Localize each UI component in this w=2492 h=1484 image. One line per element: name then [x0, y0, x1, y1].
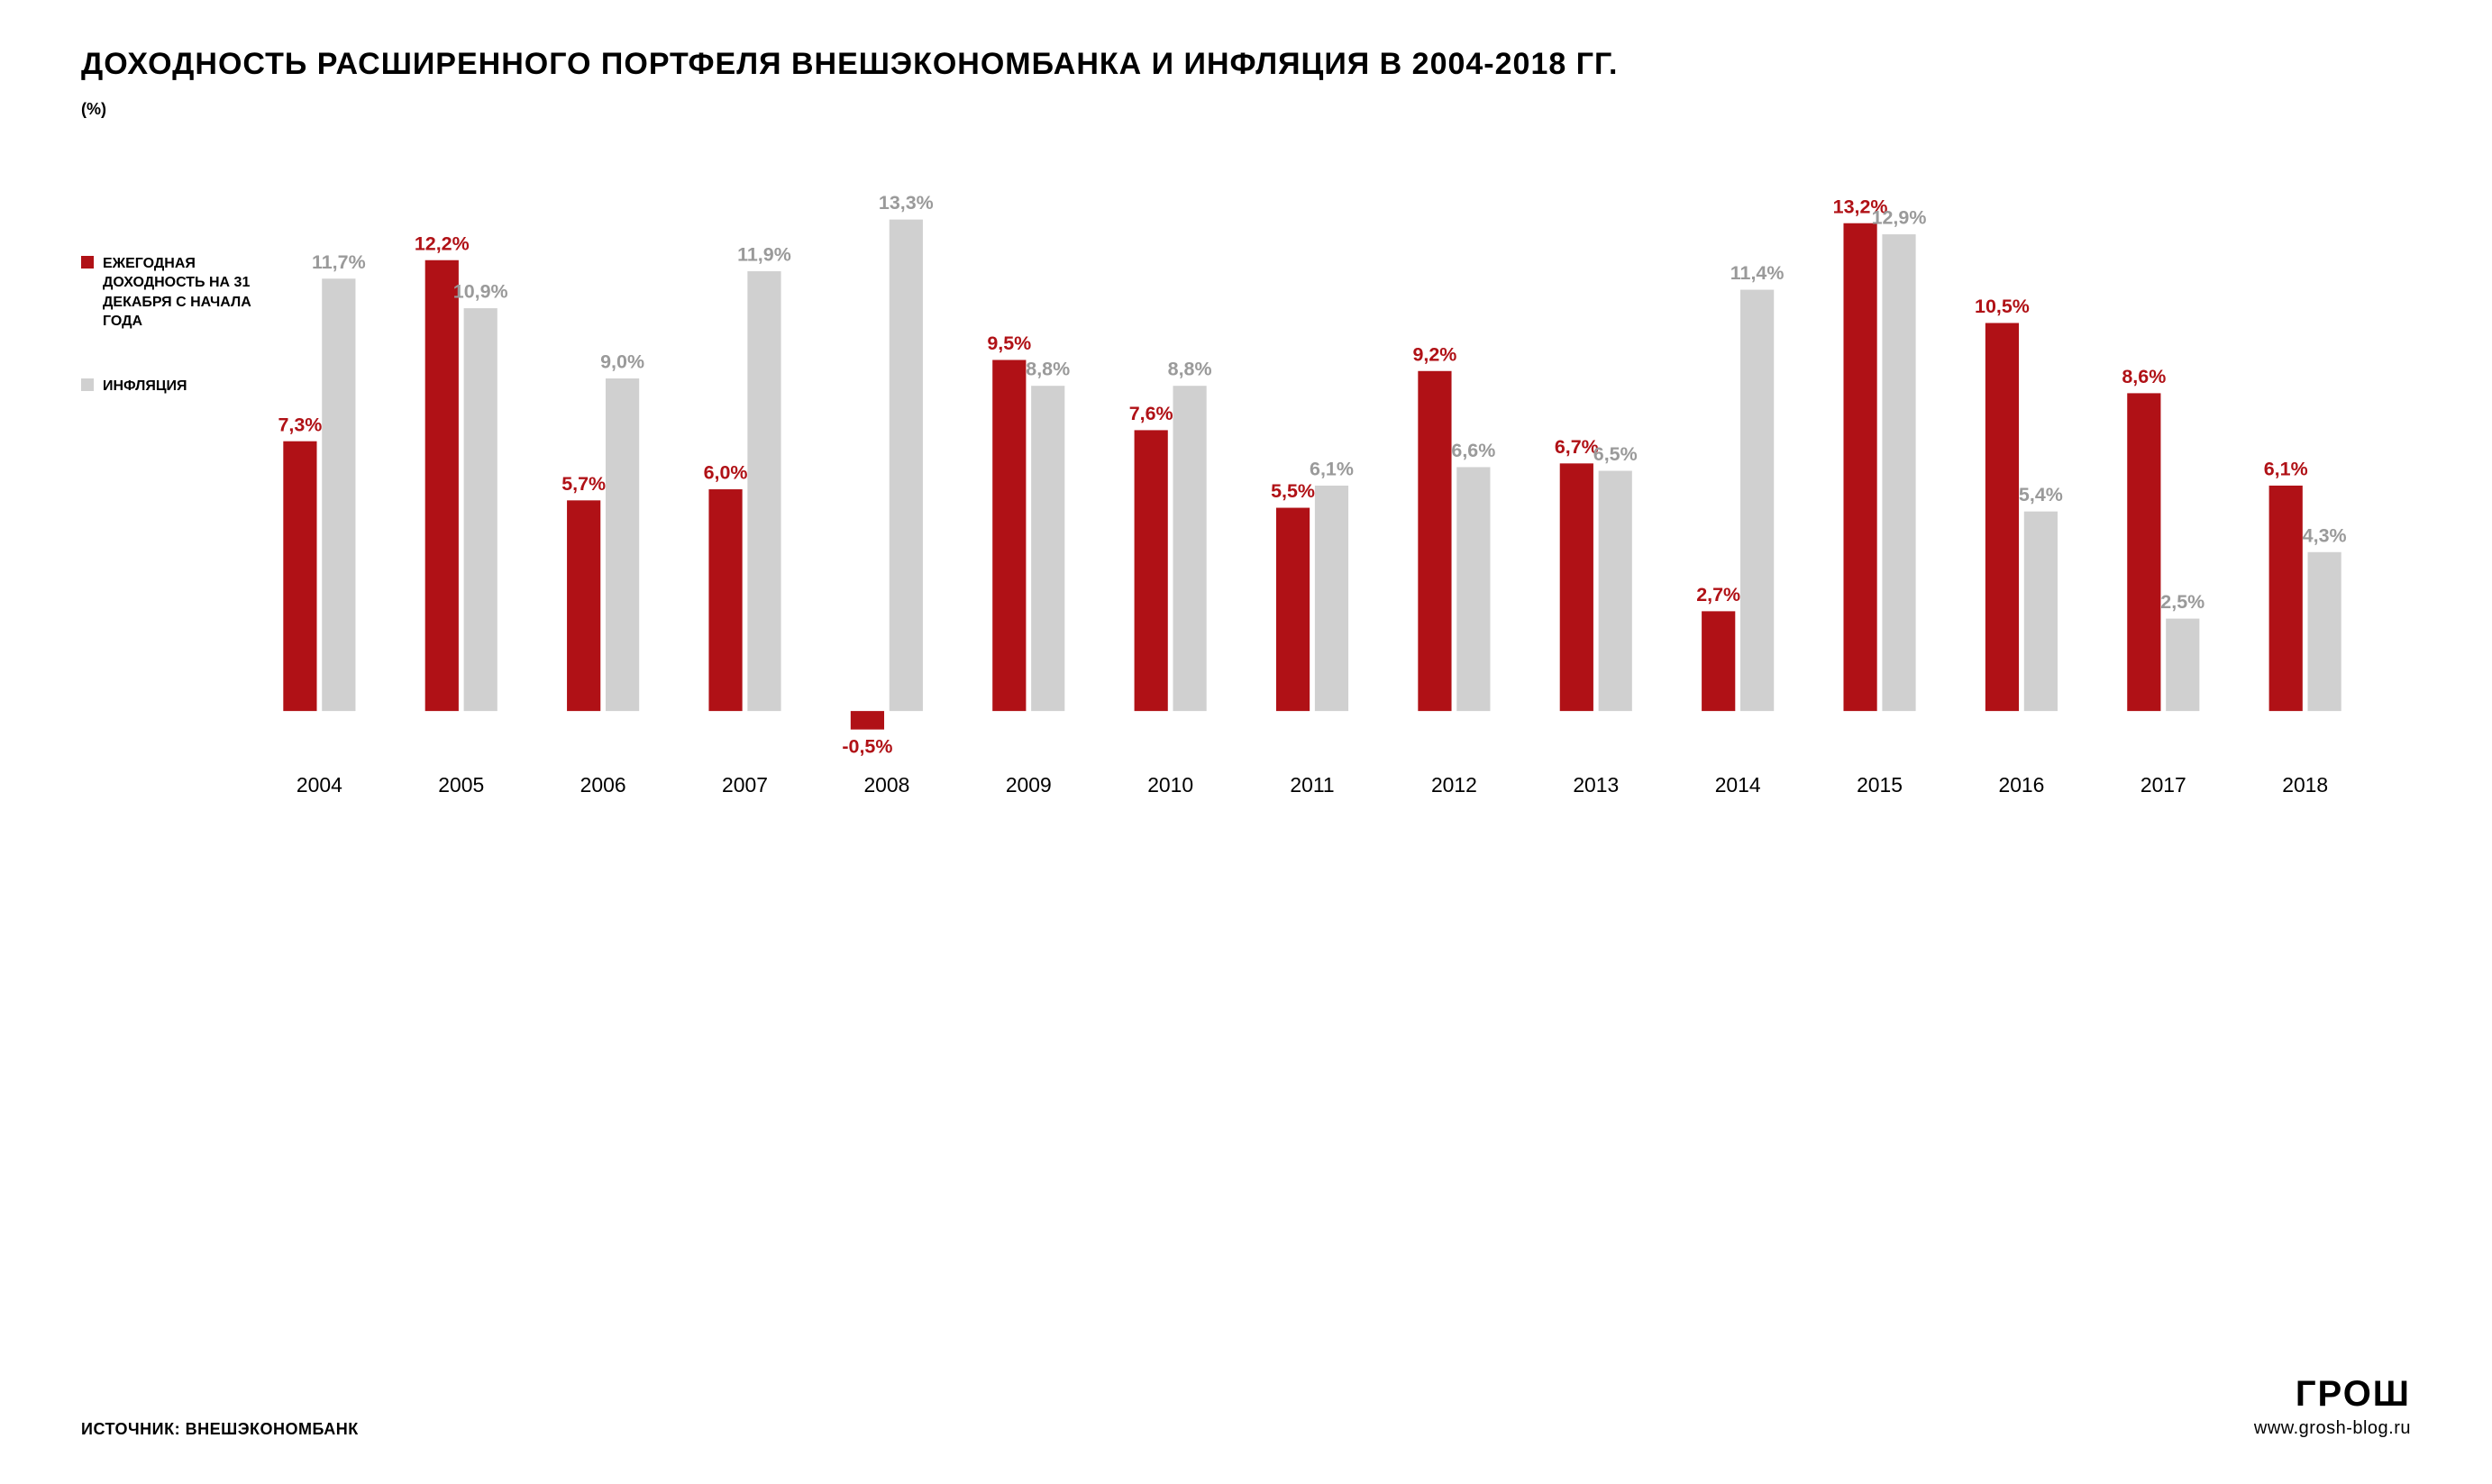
bar-value-label: 12,9% — [1872, 206, 1927, 228]
bar-value-label: 5,5% — [1271, 480, 1315, 502]
bar-yield — [1135, 430, 1168, 711]
bar-inflation — [606, 378, 639, 710]
x-axis-label: 2007 — [722, 772, 768, 796]
source-label: ИСТОЧНИК: ВНЕШЭКОНОМБАНК — [81, 1420, 359, 1439]
bar-yield — [1276, 507, 1310, 711]
legend-item: ЕЖЕГОДНАЯ ДОХОДНОСТЬ НА 31 ДЕКАБРЯ С НАЧ… — [81, 254, 270, 332]
bar-value-label: 6,0% — [704, 461, 748, 483]
bar-value-label: 7,6% — [1129, 402, 1173, 423]
bar-yield — [567, 500, 600, 711]
bar-yield — [283, 441, 316, 710]
legend-swatch — [81, 378, 94, 391]
x-axis-label: 2017 — [2141, 772, 2186, 796]
bar-inflation — [322, 278, 355, 711]
bar-inflation — [1882, 234, 1915, 711]
bar-yield — [2269, 485, 2303, 710]
x-axis-label: 2010 — [1147, 772, 1193, 796]
bar-value-label: 7,3% — [278, 414, 322, 435]
x-axis-label: 2006 — [580, 772, 626, 796]
bar-value-label: 8,8% — [1026, 358, 1070, 379]
bar-yield — [1702, 611, 1735, 711]
bar-value-label: 6,7% — [1555, 435, 1599, 457]
brand-block: ГРОШ www.grosh-blog.ru — [2254, 1374, 2411, 1439]
bar-inflation — [1173, 386, 1207, 711]
bar-value-label: 11,9% — [737, 243, 791, 265]
bar-inflation — [2024, 511, 2058, 710]
bar-value-label: 13,3% — [879, 192, 934, 214]
bar-yield — [851, 711, 884, 730]
bar-value-label: 6,6% — [1451, 439, 1495, 460]
bar-yield — [1843, 223, 1876, 710]
x-axis-label: 2011 — [1290, 772, 1334, 796]
chart-legend: ЕЖЕГОДНАЯ ДОХОДНОСТЬ НА 31 ДЕКАБРЯ С НАЧ… — [81, 155, 270, 838]
x-axis-label: 2004 — [297, 772, 342, 796]
bar-inflation — [747, 271, 780, 711]
bar-inflation — [1599, 470, 1632, 711]
bar-inflation — [1031, 386, 1064, 711]
bar-value-label: 2,5% — [2160, 591, 2204, 613]
bar-value-label: 6,1% — [1310, 458, 1354, 479]
bar-value-label: 4,3% — [2303, 524, 2347, 546]
bar-value-label: 5,4% — [2019, 484, 2063, 505]
bar-yield — [708, 489, 742, 711]
bar-value-label: -0,5% — [842, 735, 892, 757]
bar-chart: 7,3% 11,7% 2004 12,2% 10,9% 2005 5,7% 9,0% 2006 6… — [270, 155, 2411, 838]
x-axis-label: 2009 — [1006, 772, 1052, 796]
x-axis-label: 2005 — [438, 772, 484, 796]
footer: ИСТОЧНИК: ВНЕШЭКОНОМБАНК ГРОШ www.grosh-… — [81, 1374, 2411, 1439]
x-axis-label: 2014 — [1715, 772, 1761, 796]
bar-value-label: 10,5% — [1975, 296, 2030, 317]
x-axis-label: 2013 — [1573, 772, 1619, 796]
x-axis-label: 2016 — [1998, 772, 2044, 796]
bar-value-label: 11,4% — [1730, 262, 1785, 284]
chart-title: ДОХОДНОСТЬ РАСШИРЕННОГО ПОРТФЕЛЯ ВНЕШЭКО… — [81, 45, 2411, 84]
bar-value-label: 8,8% — [1168, 358, 1212, 379]
chart-plot-area: 7,3% 11,7% 2004 12,2% 10,9% 2005 5,7% 9,0% 2006 6… — [270, 155, 2411, 838]
bar-value-label: 6,1% — [2264, 458, 2308, 479]
legend-label: ИНФЛЯЦИЯ — [103, 377, 187, 396]
bar-inflation — [1456, 467, 1490, 711]
bar-value-label: 2,7% — [1696, 583, 1740, 605]
bar-inflation — [464, 308, 497, 711]
bar-yield — [1560, 463, 1593, 711]
bar-value-label: 9,5% — [987, 332, 1031, 354]
x-axis-label: 2015 — [1857, 772, 1903, 796]
bar-value-label: 9,0% — [600, 351, 644, 372]
bar-inflation — [890, 219, 923, 710]
brand-logo: ГРОШ — [2254, 1374, 2411, 1415]
bar-yield — [425, 259, 459, 710]
x-axis-label: 2008 — [863, 772, 909, 796]
x-axis-label: 2018 — [2282, 772, 2328, 796]
bar-value-label: 10,9% — [453, 280, 508, 302]
bar-value-label: 6,5% — [1593, 443, 1638, 465]
bar-yield — [1985, 323, 2019, 711]
bar-value-label: 11,7% — [312, 250, 366, 272]
bar-value-label: 8,6% — [2122, 365, 2166, 387]
bar-inflation — [2308, 551, 2341, 710]
bar-value-label: 9,2% — [1412, 343, 1456, 365]
chart-content: ЕЖЕГОДНАЯ ДОХОДНОСТЬ НА 31 ДЕКАБРЯ С НАЧ… — [81, 155, 2411, 838]
legend-swatch — [81, 256, 94, 269]
bar-yield — [2127, 393, 2160, 711]
bar-inflation — [1315, 485, 1348, 710]
chart-unit: (%) — [81, 100, 2411, 119]
bar-yield — [992, 360, 1026, 711]
bar-inflation — [2166, 618, 2199, 711]
bar-inflation — [1740, 289, 1774, 711]
legend-item: ИНФЛЯЦИЯ — [81, 377, 270, 396]
legend-label: ЕЖЕГОДНАЯ ДОХОДНОСТЬ НА 31 ДЕКАБРЯ С НАЧ… — [103, 254, 270, 332]
x-axis-label: 2012 — [1431, 772, 1477, 796]
bar-value-label: 12,2% — [415, 232, 470, 254]
brand-url: www.grosh-blog.ru — [2254, 1418, 2411, 1439]
bar-value-label: 5,7% — [561, 472, 606, 494]
bar-yield — [1418, 370, 1451, 710]
